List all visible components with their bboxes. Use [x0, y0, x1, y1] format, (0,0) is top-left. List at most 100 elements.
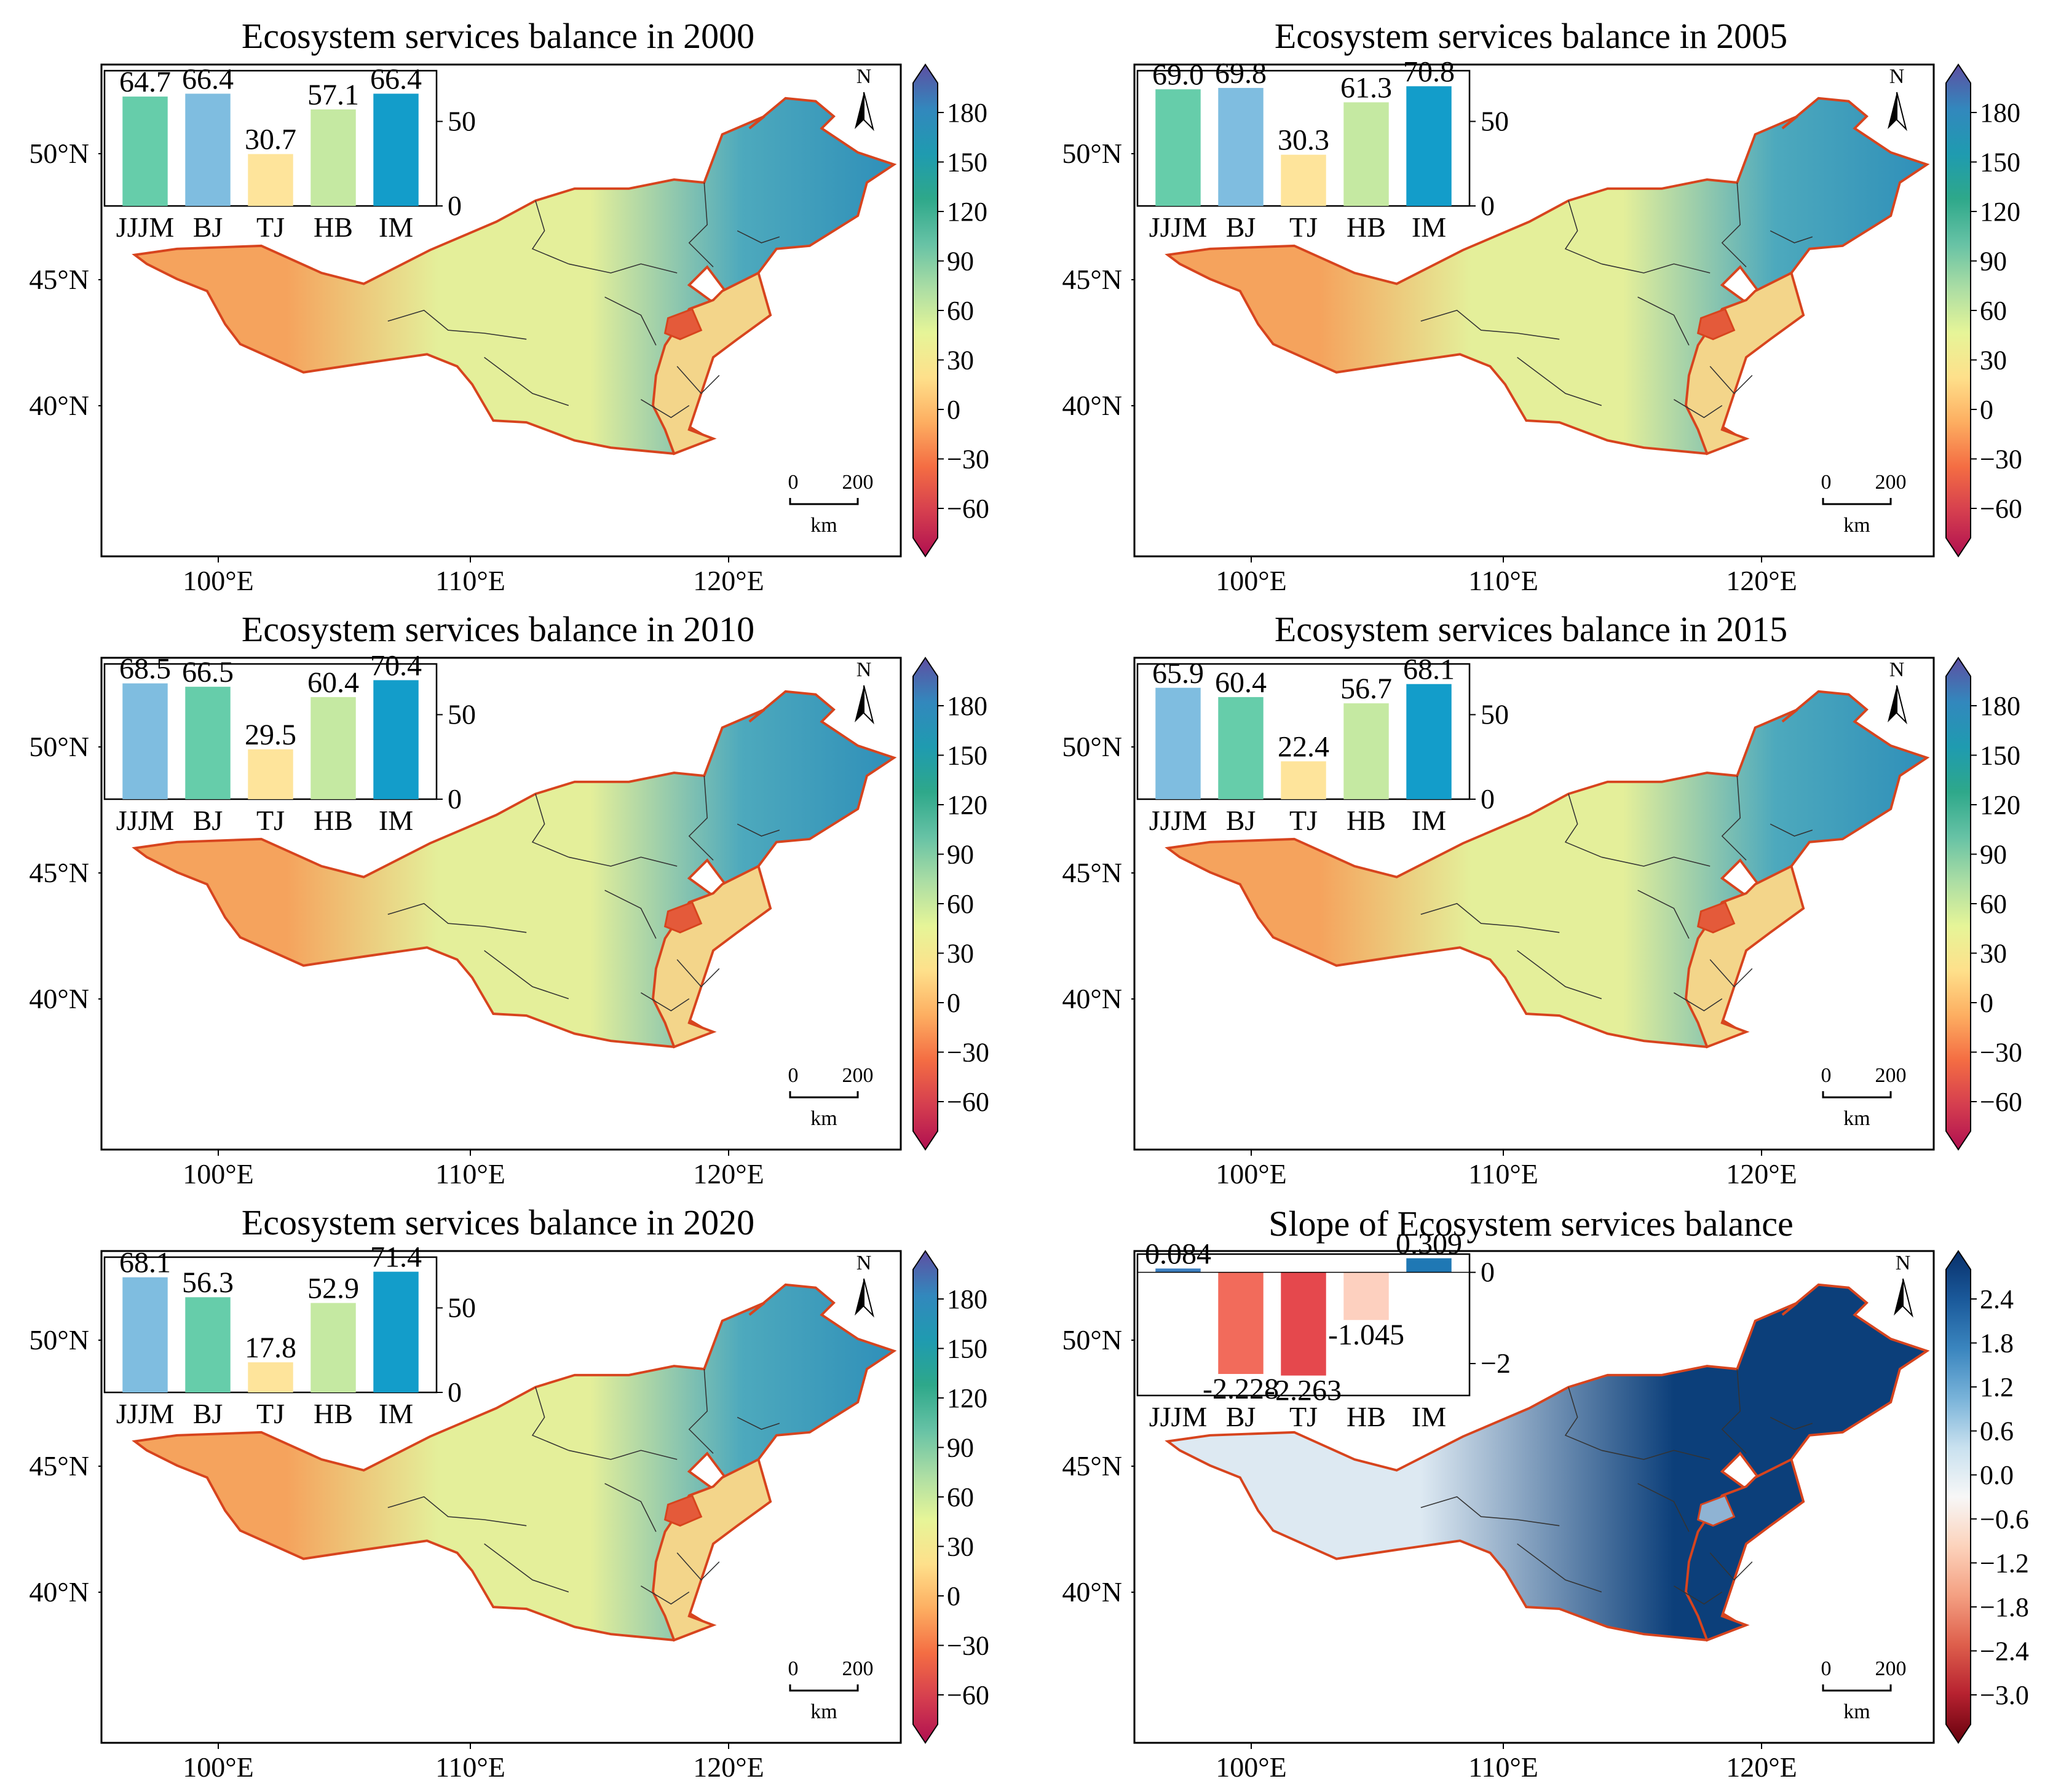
district-boundary	[737, 230, 780, 243]
district-boundary	[1673, 992, 1723, 1012]
colorbar-tick-label: 120	[947, 197, 987, 227]
inset-data-label: 30.7	[245, 124, 296, 156]
inset-bar-tj	[248, 1362, 293, 1392]
inset-data-label: 70.4	[370, 649, 422, 682]
lat-label: 40°N	[29, 390, 89, 421]
inset-category-label: BJ	[1226, 1401, 1256, 1432]
inset-data-label: 57.1	[307, 79, 359, 111]
colorbar-tick-label: 0.0	[1980, 1460, 2014, 1490]
colorbar-tick-label: −30	[947, 1038, 989, 1068]
colorbar-tick-label: 30	[947, 1532, 974, 1562]
colorbar-tick-label: 90	[947, 247, 974, 277]
panel-title: Ecosystem services balance in 2020	[242, 1202, 754, 1242]
colorbar-tick-label: −1.2	[1980, 1548, 2029, 1578]
inset-category-label: TJ	[1289, 805, 1318, 836]
inset-category-label: IM	[379, 805, 413, 836]
panel-title: Ecosystem services balance in 2015	[1275, 609, 1787, 649]
district-boundary	[1637, 296, 1690, 345]
inset-data-label: 66.4	[182, 63, 234, 95]
north-label: N	[1889, 65, 1905, 88]
scalebar-distance: 200	[1875, 471, 1907, 494]
inset-category-label: IM	[1412, 1401, 1446, 1432]
district-boundary	[1601, 263, 1711, 274]
scalebar-distance: 200	[842, 1657, 874, 1680]
inset-ytick-label: 0	[1481, 1257, 1495, 1288]
inset-bar-chart: 50 0 68.5 JJJM 66.5 BJ 29.5 TJ 60.4 HB 70.4 IM	[103, 649, 476, 836]
lat-label: 45°N	[29, 1450, 89, 1482]
map-area	[1165, 690, 1930, 1049]
north-label: N	[856, 65, 872, 88]
inset-bar-hb	[1343, 102, 1389, 206]
scalebar-zero: 0	[788, 1657, 799, 1680]
inset-category-label: BJ	[193, 211, 223, 243]
map-panel-5: Ecosystem services balance in 2020 50°N 45…	[29, 1202, 989, 1783]
colorbar-tick-label: 120	[1980, 790, 2020, 820]
region-beijing	[663, 901, 703, 934]
inset-bar-im	[373, 93, 419, 206]
district-boundary	[1770, 1416, 1813, 1430]
inset-category-label: BJ	[1226, 211, 1256, 243]
north-arrow-icon	[863, 92, 874, 132]
district-boundary	[1601, 856, 1711, 867]
colorbar-tick-label: 180	[1980, 98, 2020, 128]
colorbar-tick-label: −1.8	[1980, 1592, 2029, 1622]
lon-label: 110°E	[435, 565, 505, 596]
inset-category-label: BJ	[193, 805, 223, 836]
lat-label: 50°N	[1062, 731, 1122, 762]
inset-bar-im	[1406, 86, 1452, 206]
inset-category-label: HB	[314, 1398, 353, 1429]
inset-category-label: JJJM	[116, 1398, 175, 1429]
colorbar-tick-label: 180	[947, 98, 987, 128]
lat-label: 50°N	[29, 1324, 89, 1356]
inset-ytick-label: 0	[448, 190, 462, 221]
north-arrow-icon	[855, 685, 864, 722]
inset-bar-hb	[311, 1303, 356, 1392]
inset-data-label: 29.5	[245, 719, 296, 751]
inset-data-label: 0.084	[1145, 1237, 1211, 1270]
colorbar-tick-label: 120	[947, 1383, 987, 1413]
colorbar-tick-label: 0	[947, 395, 960, 425]
inset-bar-tj	[1281, 761, 1326, 799]
inset-category-label: HB	[1347, 805, 1386, 836]
colorbar	[1945, 657, 1971, 1151]
colorbar-tick-label: 90	[1980, 247, 2007, 277]
inset-bar-chart: 50 0 64.7 JJJM 66.4 BJ 30.7 TJ 57.1 HB 66.4 IM	[103, 63, 476, 243]
district-boundary	[387, 902, 527, 933]
colorbar-tick-label: 0	[947, 988, 960, 1018]
colorbar-tick-label: 60	[947, 1482, 974, 1512]
colorbar-tick-label: 180	[947, 1284, 987, 1314]
inset-data-label: 69.8	[1215, 57, 1267, 90]
north-arrow-icon	[855, 92, 864, 129]
district-boundary	[1673, 399, 1723, 419]
lon-label: 100°E	[1216, 1751, 1287, 1783]
lat-label: 45°N	[1062, 264, 1122, 295]
inset-category-label: JJJM	[1149, 211, 1208, 243]
inset-data-label: 52.9	[307, 1273, 359, 1305]
scalebar-zero: 0	[1821, 1657, 1832, 1680]
district-boundary	[1420, 309, 1560, 340]
inset-ytick-label: 0	[1481, 783, 1495, 815]
north-label: N	[1896, 1252, 1911, 1274]
scalebar-unit: km	[810, 1700, 837, 1723]
district-boundary	[1709, 1552, 1753, 1581]
inset-bar-chart: 50 0 68.1 JJJM 56.3 BJ 17.8 TJ 52.9 HB 71.4 IM	[103, 1241, 476, 1429]
lon-label: 120°E	[693, 565, 764, 596]
colorbar-tick-label: 60	[947, 296, 974, 326]
lat-label: 40°N	[29, 983, 89, 1014]
district-boundary	[531, 1387, 569, 1451]
inset-bar-bj	[1218, 88, 1264, 206]
scalebar-unit: km	[1843, 1107, 1870, 1130]
colorbar-tick-label: 150	[947, 1334, 987, 1364]
lat-label: 40°N	[29, 1576, 89, 1608]
lon-label: 110°E	[1468, 1751, 1538, 1783]
map-area	[1165, 97, 1930, 456]
inset-bar-hb	[311, 697, 356, 799]
colorbar-tick-label: 90	[947, 840, 974, 870]
district-boundary	[737, 823, 780, 837]
panel-title: Ecosystem services balance in 2000	[242, 16, 754, 56]
colorbar-tick-label: −60	[947, 494, 989, 524]
scalebar-zero: 0	[1821, 471, 1832, 494]
map-panel-1: Ecosystem services balance in 2000 50°N 45…	[29, 16, 989, 596]
lon-label: 120°E	[693, 1751, 764, 1783]
colorbar-tick-label: 1.8	[1980, 1328, 2014, 1359]
